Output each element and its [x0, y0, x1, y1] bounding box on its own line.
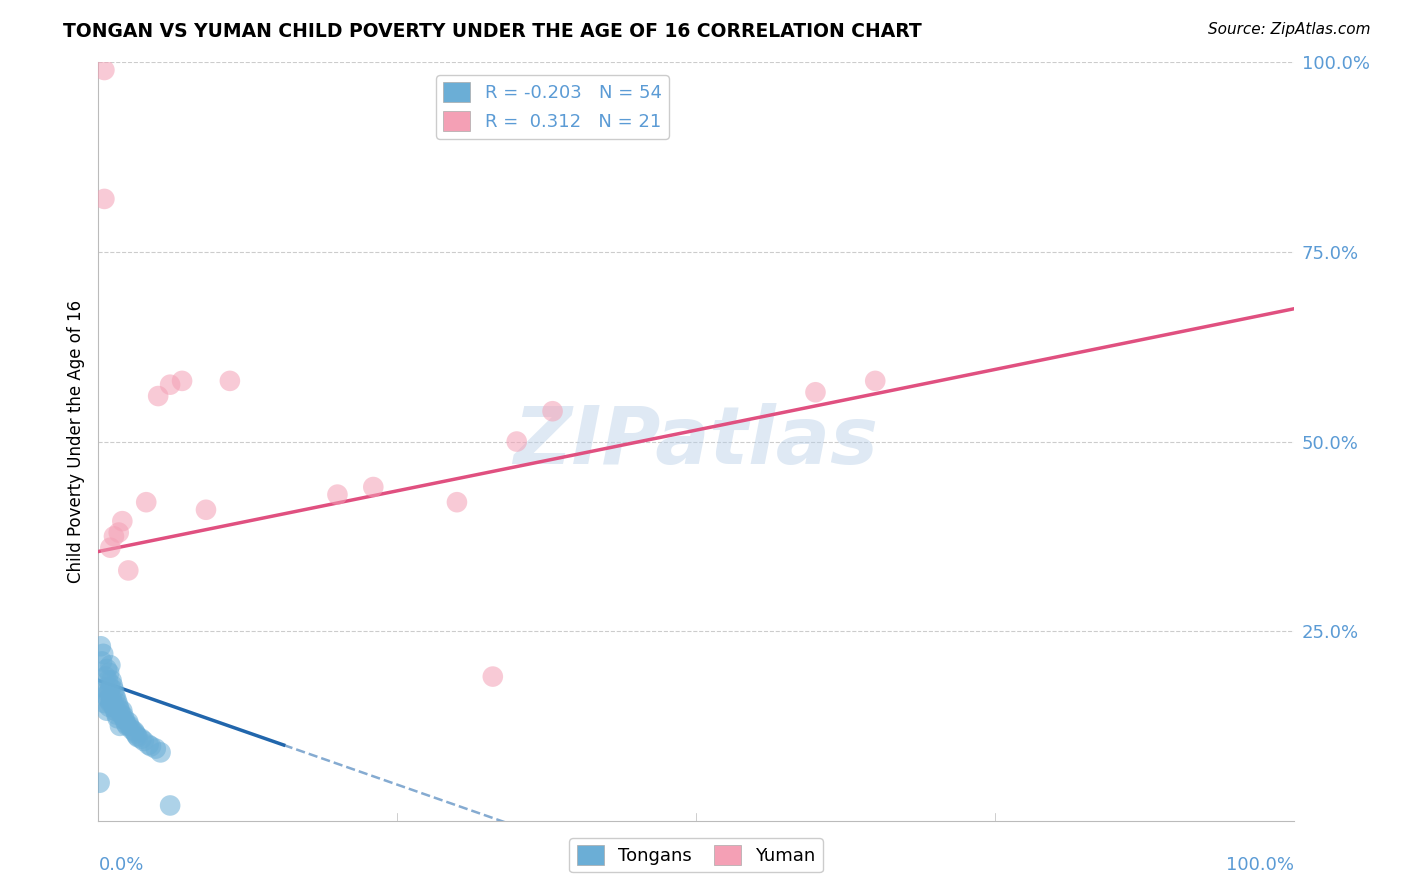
Text: 100.0%: 100.0%: [1226, 856, 1294, 874]
Point: [506, 434, 529, 449]
Point: [149, 746, 172, 760]
Point: [96, 704, 118, 718]
Point: [159, 798, 181, 813]
Point: [135, 495, 157, 509]
Point: [93, 62, 115, 77]
Point: [105, 707, 128, 722]
Point: [107, 696, 129, 710]
Point: [121, 723, 143, 737]
Point: [104, 704, 127, 718]
Point: [107, 525, 129, 540]
Point: [118, 719, 141, 733]
Point: [138, 738, 160, 752]
Point: [90, 639, 112, 653]
Point: [112, 709, 135, 723]
Point: [131, 731, 153, 746]
Point: [97, 673, 120, 688]
Y-axis label: Child Poverty Under the Age of 16: Child Poverty Under the Age of 16: [66, 300, 84, 583]
Point: [98, 699, 121, 714]
Point: [139, 739, 162, 754]
Point: [103, 683, 125, 698]
Point: [446, 495, 468, 509]
Point: [100, 692, 122, 706]
Point: [98, 658, 122, 673]
Point: [107, 711, 129, 725]
Point: [132, 734, 155, 748]
Point: [97, 692, 120, 706]
Point: [541, 404, 564, 418]
Point: [159, 377, 181, 392]
Point: [93, 681, 115, 695]
Text: TONGAN VS YUMAN CHILD POVERTY UNDER THE AGE OF 16 CORRELATION CHART: TONGAN VS YUMAN CHILD POVERTY UNDER THE …: [63, 22, 922, 41]
Point: [363, 480, 385, 494]
Point: [111, 514, 134, 528]
Point: [195, 503, 218, 517]
Legend: Tongans, Yuman: Tongans, Yuman: [569, 838, 823, 872]
Point: [115, 719, 138, 733]
Text: Source: ZipAtlas.com: Source: ZipAtlas.com: [1208, 22, 1371, 37]
Point: [105, 692, 128, 706]
Point: [865, 374, 887, 388]
Point: [481, 669, 505, 683]
Point: [101, 696, 124, 710]
Point: [145, 741, 167, 756]
Point: [93, 192, 115, 206]
Point: [91, 647, 114, 661]
Point: [98, 696, 122, 710]
Point: [100, 673, 122, 688]
Point: [125, 729, 148, 743]
Point: [89, 776, 111, 790]
Point: [124, 726, 146, 740]
Point: [107, 699, 129, 714]
Point: [127, 730, 149, 744]
Point: [148, 389, 170, 403]
Point: [101, 679, 124, 693]
Point: [98, 541, 122, 555]
Point: [114, 713, 136, 727]
Point: [103, 529, 125, 543]
Point: [172, 374, 194, 388]
Point: [108, 704, 131, 718]
Point: [804, 385, 827, 400]
Point: [124, 724, 146, 739]
Point: [103, 699, 125, 714]
Point: [117, 564, 139, 578]
Point: [117, 715, 139, 730]
Point: [326, 487, 349, 501]
Point: [115, 716, 138, 731]
Point: [111, 704, 134, 718]
Point: [96, 662, 118, 676]
Point: [93, 696, 115, 710]
Point: [108, 719, 131, 733]
Point: [94, 669, 117, 683]
Point: [104, 689, 127, 703]
Point: [98, 681, 122, 695]
Point: [98, 685, 121, 699]
Point: [96, 685, 118, 699]
Text: ZIPatlas: ZIPatlas: [513, 402, 879, 481]
Point: [110, 707, 132, 722]
Point: [91, 655, 114, 669]
Point: [94, 689, 117, 703]
Point: [219, 374, 242, 388]
Text: 0.0%: 0.0%: [98, 856, 143, 874]
Point: [98, 665, 121, 680]
